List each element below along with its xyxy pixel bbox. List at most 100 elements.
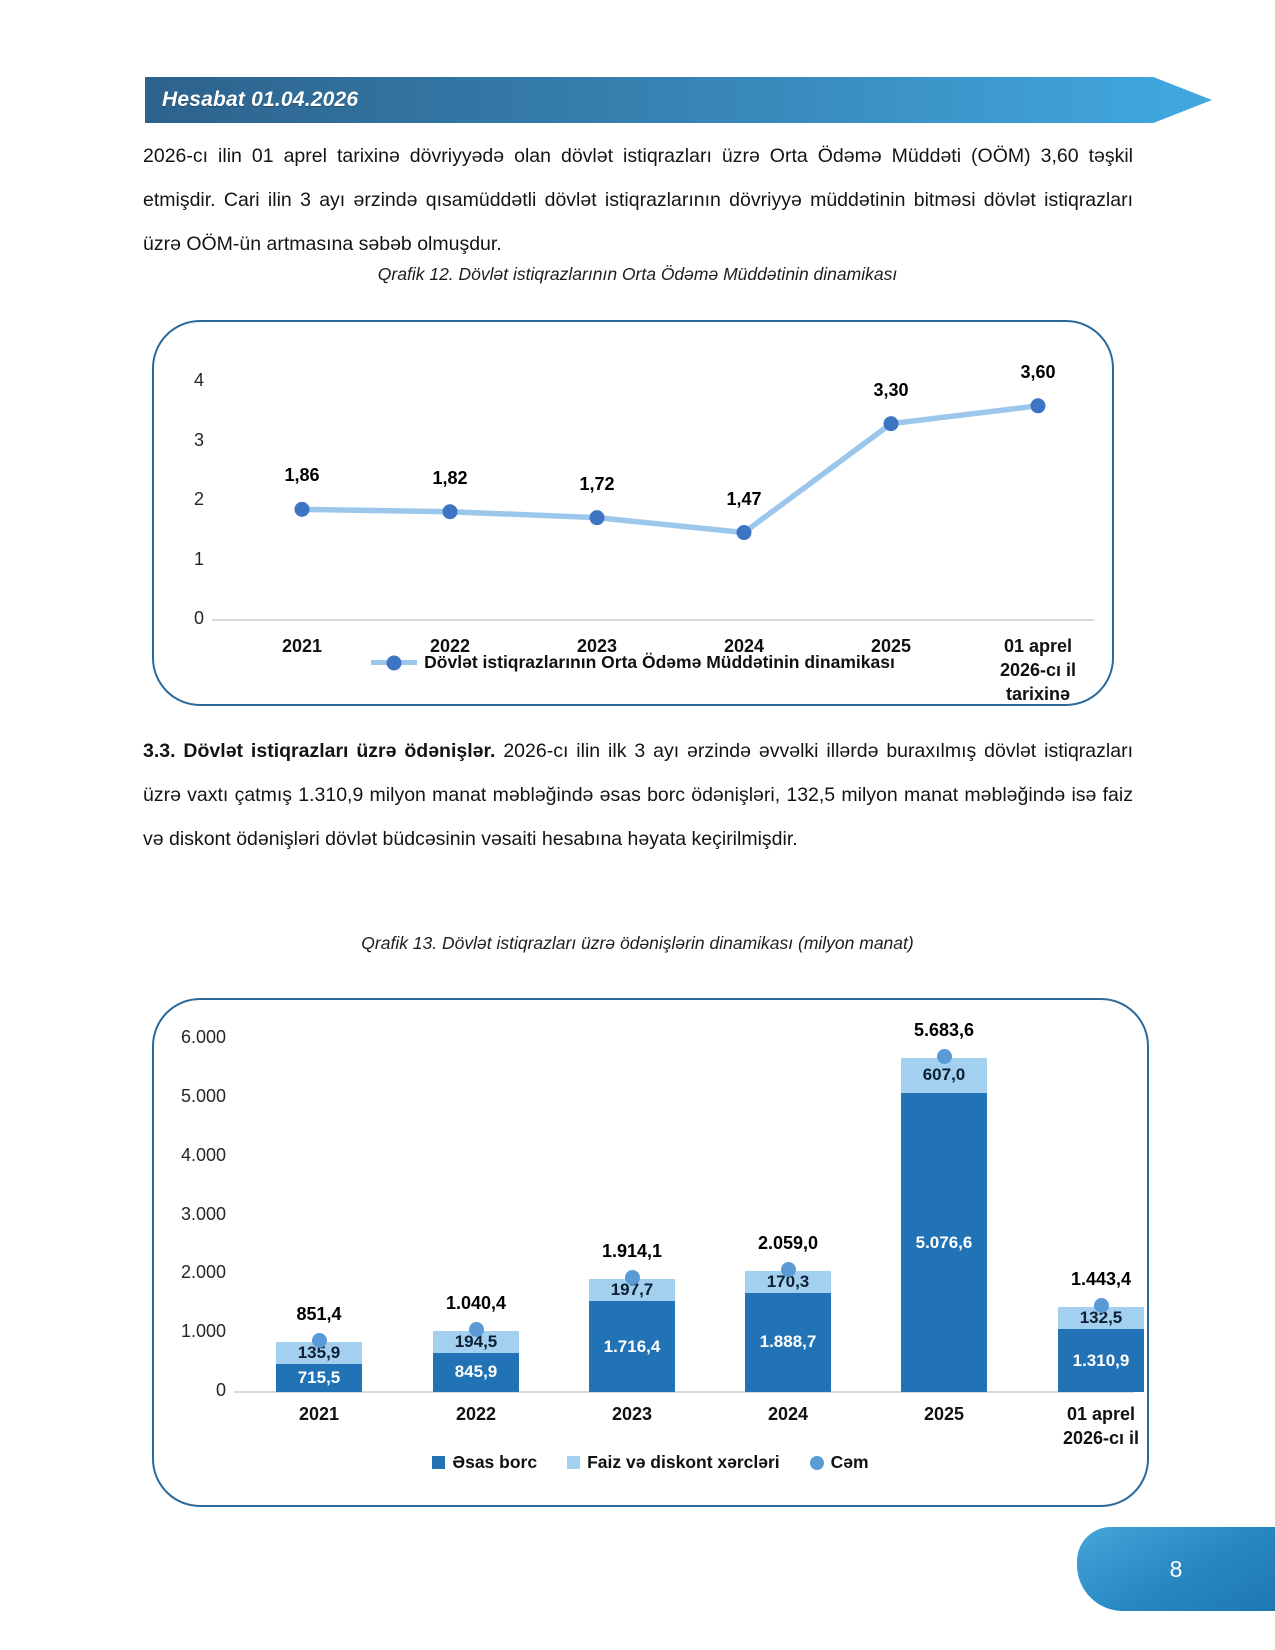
total-label: 2.059,0: [757, 1232, 819, 1253]
data-point-marker: [883, 416, 899, 432]
data-point-marker: [294, 501, 310, 517]
total-label: 1.914,1: [601, 1241, 663, 1262]
bar-interest-value: 197,7: [610, 1280, 654, 1300]
y-tick-label: 3: [193, 429, 204, 450]
x-tick-label: 2022: [429, 636, 471, 656]
oom-line-series: [294, 398, 1046, 541]
total-label: 5.683,6: [913, 1019, 975, 1040]
bar-interest-segment: 135,9: [276, 1341, 362, 1364]
point-label: 1,86: [284, 465, 320, 486]
legend-dot-icon: [386, 655, 402, 670]
x-axis-line: [234, 1391, 1134, 1393]
chart12-caption: Qrafik 12. Dövlət istiqrazlarının Orta Ö…: [377, 264, 898, 284]
page-number: 8: [1169, 1555, 1183, 1582]
legend-item-main-debt: Əsas borc: [432, 1452, 537, 1473]
bar-interest-segment: 197,7: [589, 1279, 675, 1302]
point-label: 1,82: [432, 467, 468, 488]
x-tick-label: 2024: [723, 636, 765, 656]
point-label: 3,30: [873, 379, 909, 400]
bar-main-segment: 1.310,9: [1058, 1329, 1144, 1392]
legend-item-oom: Dövlət istiqrazlarının Orta Ödəmə Müddət…: [371, 652, 895, 673]
y-tick-label: 6.000: [180, 1027, 226, 1048]
page-number-badge: 8: [1077, 1527, 1275, 1611]
x-tick-label: 2023: [576, 636, 618, 656]
x-axis-line: [212, 619, 1094, 621]
point-label: 1,72: [579, 473, 615, 494]
total-marker-icon: [468, 1321, 484, 1337]
bar-interest-value: 135,9: [297, 1342, 341, 1362]
x-tick-label: 2024: [767, 1404, 809, 1424]
total-marker-icon: [780, 1261, 796, 1277]
y-tick-label: 4.000: [180, 1144, 226, 1165]
paragraph-payments: 3.3. Dövlət istiqrazları üzrə ödənişlər.…: [143, 729, 1133, 861]
x-tick-label: 01 aprel 2026-cı il tarixinə: [999, 636, 1077, 704]
x-tick-label: 2021: [298, 1404, 340, 1424]
y-tick-label: 2.000: [180, 1262, 226, 1283]
paragraph-oom: 2026-cı ilin 01 aprel tarixinə dövriyyəd…: [143, 145, 1133, 255]
data-point-marker: [736, 525, 752, 541]
bar-main-segment: 5.076,6: [901, 1093, 987, 1392]
data-point-marker: [589, 510, 605, 526]
chart12-legend: Dövlət istiqrazlarının Orta Ödəmə Müddət…: [154, 652, 1112, 673]
bar-interest-value: 194,5: [454, 1331, 498, 1351]
bar-main-segment: 1.716,4: [589, 1301, 675, 1392]
x-tick-label: 2021: [281, 636, 323, 656]
total-label: 1.040,4: [445, 1292, 507, 1313]
bar-main-value: 715,5: [297, 1367, 341, 1387]
chart13-legend: Əsas borc Faiz və diskont xərcləri Cəm: [154, 1452, 1147, 1473]
total-label: 851,4: [296, 1303, 342, 1324]
y-tick-label: 1: [193, 548, 204, 569]
x-tick-label: 2022: [455, 1404, 497, 1424]
point-label: 1,47: [726, 488, 762, 509]
data-point-marker: [442, 504, 458, 520]
y-tick-label: 3.000: [180, 1203, 226, 1224]
legend-square-dark-icon: [432, 1456, 446, 1469]
total-marker-icon: [936, 1048, 952, 1064]
y-tick-label: 4: [193, 370, 204, 390]
bar-interest-value: 607,0: [922, 1065, 966, 1085]
y-tick-label: 0: [215, 1380, 226, 1400]
legend-label: Cəm: [830, 1452, 869, 1472]
bar-interest-value: 132,5: [1079, 1308, 1123, 1328]
legend-label: Əsas borc: [452, 1452, 538, 1472]
x-tick-label: 01 aprel 2026-cı il: [1062, 1404, 1140, 1448]
section-body: 2026-cı ilin ilk 3 ayı ərzində əvvəlki i…: [143, 740, 1133, 850]
bar-main-segment: 845,9: [433, 1352, 519, 1392]
bar-main-value: 845,9: [454, 1362, 498, 1382]
y-tick-label: 1.000: [180, 1321, 226, 1342]
bar-interest-segment: 170,3: [745, 1270, 831, 1293]
total-marker-icon: [1093, 1298, 1109, 1314]
header-title: Hesabat 01.04.2026: [162, 88, 359, 111]
total-marker-icon: [624, 1270, 640, 1286]
total-marker-icon: [311, 1332, 327, 1348]
legend-item-total: Cəm: [809, 1452, 869, 1473]
y-tick-label: 0: [193, 608, 204, 628]
line-path: [301, 403, 1039, 536]
chart13-bar-chart: 0 1.000 2.000 3.000 4.000 5.000 6.000 715,5 135,…: [152, 998, 1149, 1507]
bar-interest-segment: 132,5: [1058, 1307, 1144, 1330]
bar-interest-segment: 194,5: [433, 1330, 519, 1353]
bar-interest-value: 170,3: [766, 1271, 810, 1291]
y-tick-label: 2: [193, 489, 204, 509]
legend-square-light-icon: [567, 1456, 581, 1469]
bar-main-segment: 1.888,7: [745, 1292, 831, 1392]
total-label: 1.443,4: [1070, 1269, 1132, 1290]
point-label: 3,60: [1020, 361, 1056, 382]
bar-main-value: 1.888,7: [759, 1332, 817, 1352]
x-tick-label: 2025: [923, 1404, 965, 1424]
data-point-marker: [1030, 398, 1046, 414]
legend-item-interest: Faiz və diskont xərcləri: [567, 1452, 780, 1473]
legend-label: Faiz və diskont xərcləri: [587, 1452, 780, 1472]
header-banner: Hesabat 01.04.2026: [145, 77, 1212, 123]
bar-main-segment: 715,5: [276, 1363, 362, 1392]
x-tick-label: 2025: [870, 636, 912, 656]
legend-circle-icon: [809, 1455, 824, 1470]
bar-main-value: 1.716,4: [603, 1336, 661, 1356]
bar-main-value: 5.076,6: [915, 1232, 973, 1252]
chart13-caption: Qrafik 13. Dövlət istiqrazları üzrə ödən…: [361, 933, 914, 953]
legend-label: Dövlət istiqrazlarının Orta Ödəmə Müddət…: [424, 652, 895, 672]
chart12-line-chart: 0 1 2 3 4 1,86 1,82 1,72 1,47 3,30 3,60 2021 2022 202…: [152, 320, 1114, 706]
section-heading: 3.3. Dövlət istiqrazları üzrə ödənişlər.: [143, 740, 496, 762]
legend-line-marker-icon: [371, 655, 418, 670]
